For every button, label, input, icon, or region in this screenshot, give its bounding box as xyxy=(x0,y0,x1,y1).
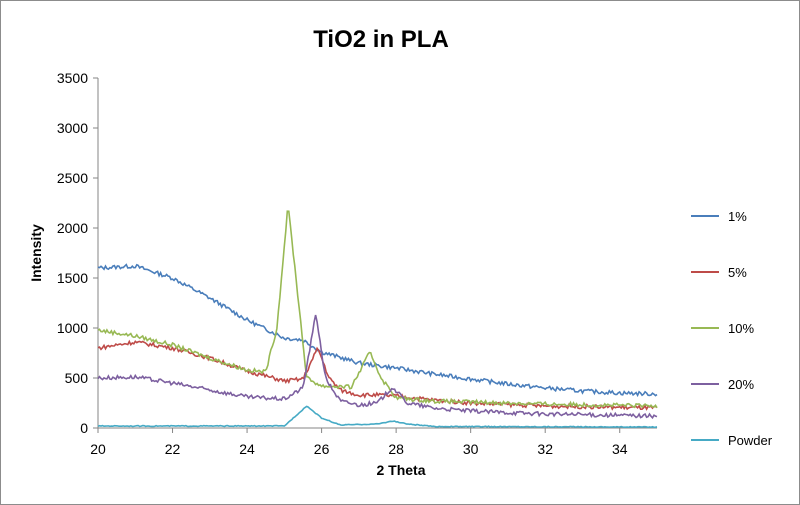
y-tick-label: 3000 xyxy=(57,120,88,136)
y-tick-label: 1000 xyxy=(57,320,88,336)
series-line-5pct xyxy=(97,339,658,411)
x-tick-label: 30 xyxy=(463,441,479,457)
legend-label: Powder xyxy=(728,433,773,448)
series-line-powder xyxy=(97,405,658,429)
x-tick-label: 34 xyxy=(612,441,628,457)
legend-label: 20% xyxy=(728,377,754,392)
y-tick-label: 2000 xyxy=(57,220,88,236)
x-tick-label: 22 xyxy=(165,441,181,457)
y-tick-label: 500 xyxy=(65,370,89,386)
y-tick-label: 2500 xyxy=(57,170,88,186)
y-tick-label: 0 xyxy=(80,420,88,436)
x-tick-label: 24 xyxy=(239,441,255,457)
x-tick-label: 32 xyxy=(537,441,553,457)
series-line-20pct xyxy=(97,314,658,420)
x-tick-label: 20 xyxy=(90,441,106,457)
series-line-1pct xyxy=(97,263,658,398)
y-tick-label: 1500 xyxy=(57,270,88,286)
legend-label: 10% xyxy=(728,321,754,336)
series-line-10pct xyxy=(97,210,658,409)
x-tick-label: 28 xyxy=(388,441,404,457)
y-tick-label: 3500 xyxy=(57,70,88,86)
chart-title: TiO2 in PLA xyxy=(313,26,449,53)
x-tick-label: 26 xyxy=(314,441,330,457)
x-axis-label: 2 Theta xyxy=(376,462,425,478)
y-axis-label: Intensity xyxy=(28,224,44,282)
legend-label: 5% xyxy=(728,265,747,280)
legend-label: 1% xyxy=(728,209,747,224)
